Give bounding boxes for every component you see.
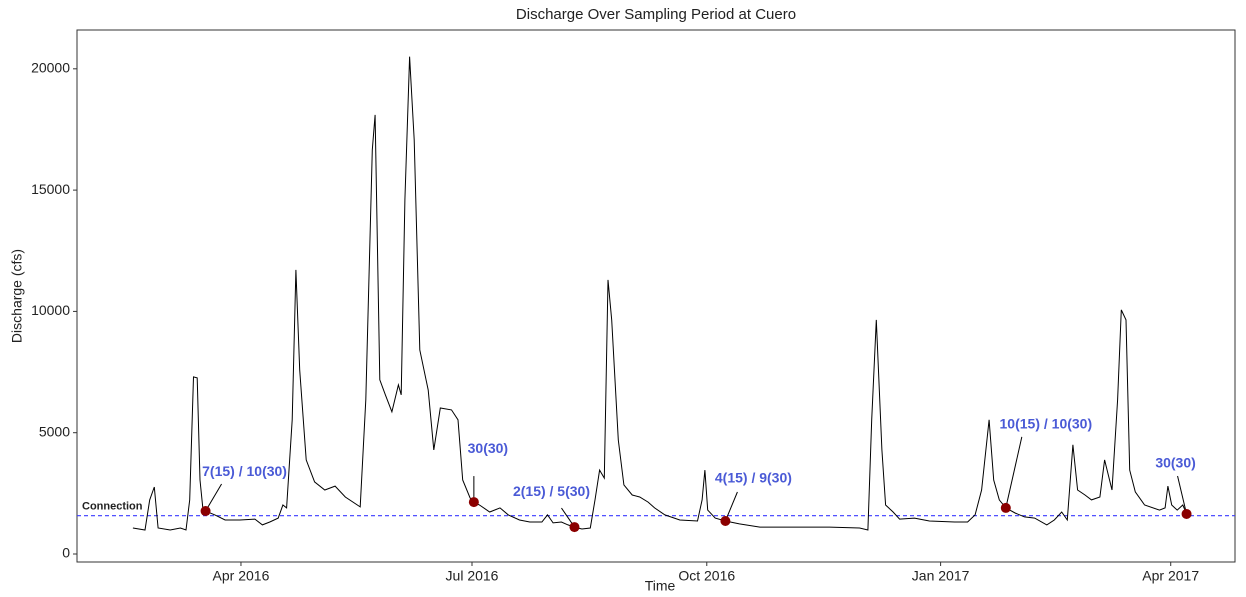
- x-tick-label: Jul 2016: [446, 568, 499, 584]
- y-tick-label: 0: [62, 545, 70, 561]
- sample-point: [1000, 502, 1011, 513]
- sample-point: [720, 516, 731, 527]
- y-tick-label: 10000: [31, 302, 70, 318]
- y-tick-label: 15000: [31, 181, 70, 197]
- x-tick-label: Oct 2016: [678, 568, 735, 584]
- sample-point: [200, 506, 211, 517]
- x-tick-label: Jan 2017: [912, 568, 970, 584]
- sample-point: [569, 522, 580, 533]
- sample-label: 30(30): [1155, 455, 1195, 471]
- annotation-leader: [205, 483, 222, 512]
- sample-point: [468, 497, 479, 508]
- annotation-leader: [724, 491, 738, 522]
- sample-point: [1181, 508, 1192, 519]
- annotation-leader: [1177, 475, 1188, 515]
- x-axis-label: Time: [645, 578, 676, 594]
- sample-label: 10(15) / 10(30): [1000, 416, 1093, 432]
- sample-label: 30(30): [468, 440, 508, 456]
- sample-label: 4(15) / 9(30): [715, 470, 792, 486]
- sample-label: 7(15) / 10(30): [202, 463, 287, 479]
- discharge-line: [132, 56, 1192, 531]
- y-axis-label: Discharge (cfs): [9, 249, 25, 343]
- y-tick-label: 20000: [31, 60, 70, 76]
- plot-panel: [76, 29, 1236, 563]
- sample-label: 2(15) / 5(30): [513, 483, 590, 499]
- y-tick-label: 5000: [39, 423, 70, 439]
- annotation-leader: [1005, 436, 1023, 509]
- connection-label: Connection: [82, 501, 143, 513]
- chart-title: Discharge Over Sampling Period at Cuero: [516, 6, 796, 23]
- x-tick-label: Apr 2016: [213, 568, 270, 584]
- x-tick-label: Apr 2017: [1142, 568, 1199, 584]
